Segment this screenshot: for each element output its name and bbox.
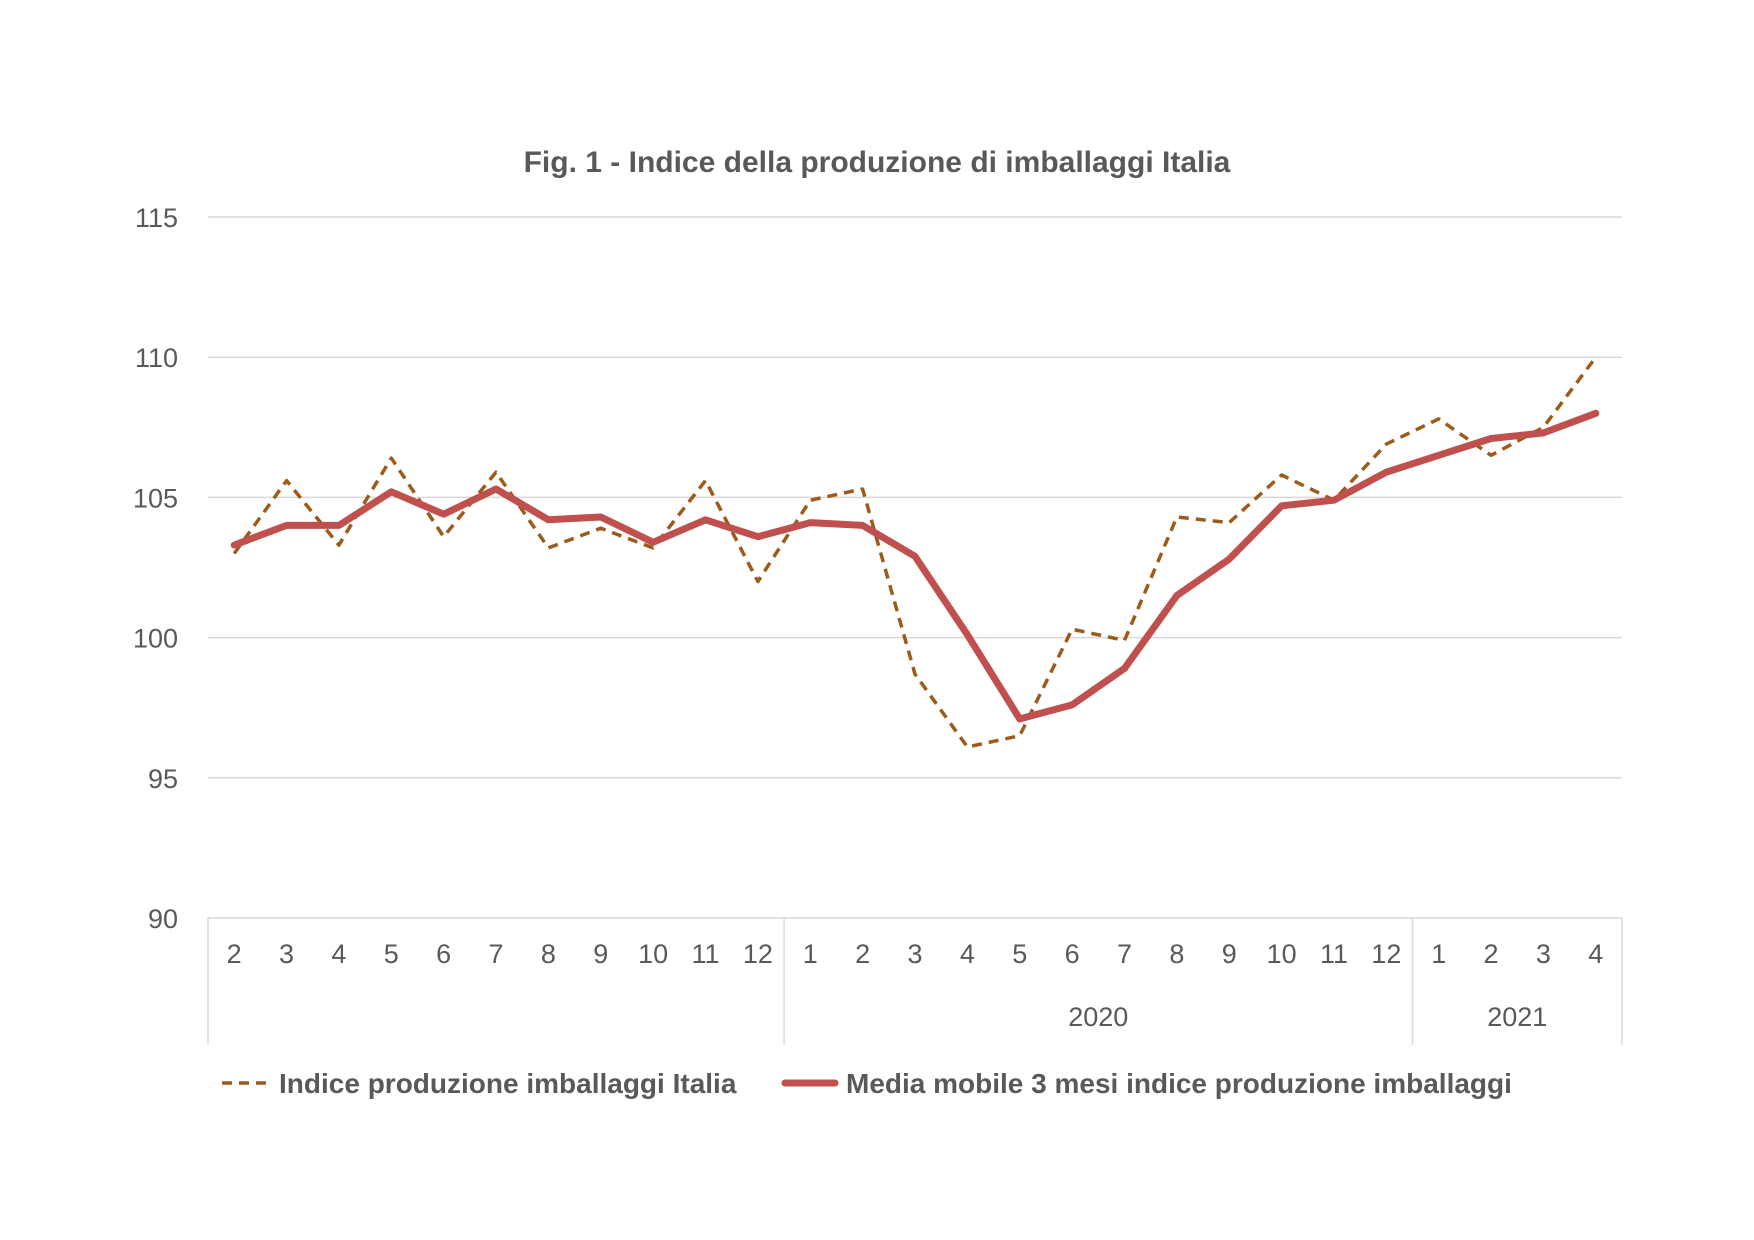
x-tick-label: 1 xyxy=(1431,939,1446,969)
x-tick-label: 10 xyxy=(638,939,668,969)
x-tick-label: 10 xyxy=(1267,939,1297,969)
y-tick-label: 95 xyxy=(148,764,178,794)
series-line-media-mobile xyxy=(230,409,1600,723)
x-tick-label: 2 xyxy=(227,939,242,969)
y-tick-label: 105 xyxy=(133,483,178,513)
x-tick-label: 9 xyxy=(593,939,608,969)
x-tick-label: 4 xyxy=(331,939,346,969)
x-tick-label: 3 xyxy=(907,939,922,969)
year-group-label: 2020 xyxy=(1068,1002,1128,1032)
legend: Indice produzione imballaggi Italia Media… xyxy=(222,1068,1512,1099)
y-tick-label: 100 xyxy=(133,624,178,654)
x-tick-label: 8 xyxy=(1169,939,1184,969)
x-tick-label: 3 xyxy=(279,939,294,969)
chart-title: Fig. 1 - Indice della produzione di imba… xyxy=(524,146,1231,179)
x-tick-label: 2 xyxy=(1484,939,1499,969)
x-tick-label: 9 xyxy=(1222,939,1237,969)
y-tick-label: 115 xyxy=(135,203,178,233)
series-line-indice xyxy=(232,356,1598,749)
x-tick-label: 6 xyxy=(436,939,451,969)
x-tick-label: 4 xyxy=(960,939,975,969)
x-tick-label: 6 xyxy=(1065,939,1080,969)
x-tick-label: 7 xyxy=(1117,939,1132,969)
year-group-label: 2021 xyxy=(1487,1002,1547,1032)
y-tick-label: 90 xyxy=(148,904,178,934)
y-axis-ticks: 90 95 100 105 110 115 xyxy=(133,203,178,934)
x-tick-label: 1 xyxy=(803,939,818,969)
x-tick-label: 12 xyxy=(1371,939,1401,969)
x-tick-label: 3 xyxy=(1536,939,1551,969)
series-lines xyxy=(230,356,1600,749)
x-tick-label: 11 xyxy=(692,939,720,969)
x-tick-label: 5 xyxy=(384,939,399,969)
x-tick-label: 12 xyxy=(743,939,773,969)
legend-label-indice: Indice produzione imballaggi Italia xyxy=(279,1068,737,1099)
x-tick-label: 11 xyxy=(1320,939,1348,969)
x-tick-label: 7 xyxy=(489,939,504,969)
x-tick-label: 8 xyxy=(541,939,556,969)
grid-lines xyxy=(208,216,1622,779)
legend-label-media-mobile: Media mobile 3 mesi indice produzione im… xyxy=(846,1068,1512,1099)
x-tick-label: 5 xyxy=(1012,939,1027,969)
y-tick-label: 110 xyxy=(135,343,178,373)
x-tick-label: 4 xyxy=(1588,939,1603,969)
x-tick-label: 2 xyxy=(855,939,870,969)
